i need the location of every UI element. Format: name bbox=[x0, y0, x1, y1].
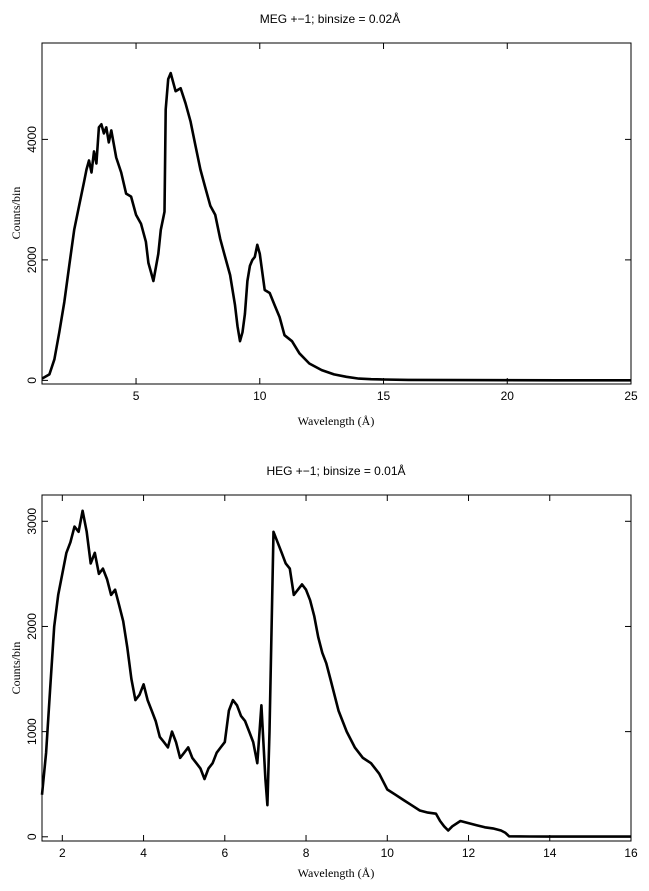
heg-y-tick-label: 2000 bbox=[25, 613, 39, 640]
meg-ticks bbox=[42, 43, 632, 384]
heg-x-axis-label: Wavelength (Å) bbox=[298, 866, 375, 880]
heg-x-tick-label: 10 bbox=[381, 846, 395, 860]
meg-y-tick-label: 2000 bbox=[25, 246, 39, 273]
heg-ticks bbox=[42, 495, 632, 841]
meg-x-tick-label: 15 bbox=[377, 389, 391, 403]
meg-x-tick-label: 10 bbox=[253, 389, 267, 403]
heg-x-tick-label: 14 bbox=[543, 846, 557, 860]
heg-x-tick-label: 16 bbox=[624, 846, 638, 860]
heg-y-tick-label: 3000 bbox=[25, 508, 39, 535]
heg-x-tick-label: 4 bbox=[140, 846, 147, 860]
heg-y-tick-label: 1000 bbox=[25, 718, 39, 745]
heg-tick-labels: 2 4 6 8 10 12 14 16 0 1000 2000 3000 bbox=[25, 508, 638, 860]
heg-x-tick-label: 8 bbox=[303, 846, 310, 860]
meg-y-tick-label: 0 bbox=[25, 377, 39, 384]
heg-chart: HEG +−1; binsize = 0.01Å 2 4 6 8 10 12 14 16 0 10… bbox=[9, 463, 638, 880]
meg-tick-labels: 5 10 15 20 25 0 2000 4000 bbox=[25, 126, 638, 403]
meg-y-axis-label: Counts/bin bbox=[9, 187, 23, 240]
meg-plot-frame bbox=[41, 42, 632, 385]
heg-x-tick-label: 6 bbox=[221, 846, 228, 860]
heg-plot-frame bbox=[41, 494, 632, 842]
heg-y-tick-label: 0 bbox=[25, 833, 39, 840]
meg-x-tick-label: 20 bbox=[501, 389, 515, 403]
meg-x-tick-label: 5 bbox=[133, 389, 140, 403]
meg-chart-title: MEG +−1; binsize = 0.02Å bbox=[260, 11, 400, 26]
meg-spectrum-line bbox=[41, 71, 631, 382]
heg-x-tick-label: 12 bbox=[462, 846, 476, 860]
heg-chart-title: HEG +−1; binsize = 0.01Å bbox=[266, 463, 405, 478]
meg-chart: MEG +−1; binsize = 0.02Å 5 10 15 20 25 0 2000 4… bbox=[9, 11, 638, 428]
meg-x-axis-label: Wavelength (Å) bbox=[298, 414, 375, 428]
meg-y-tick-label: 4000 bbox=[25, 126, 39, 153]
heg-x-tick-label: 2 bbox=[59, 846, 66, 860]
heg-y-axis-label: Counts/bin bbox=[9, 642, 23, 695]
meg-x-tick-label: 25 bbox=[624, 389, 638, 403]
heg-spectrum-line bbox=[40, 509, 631, 838]
